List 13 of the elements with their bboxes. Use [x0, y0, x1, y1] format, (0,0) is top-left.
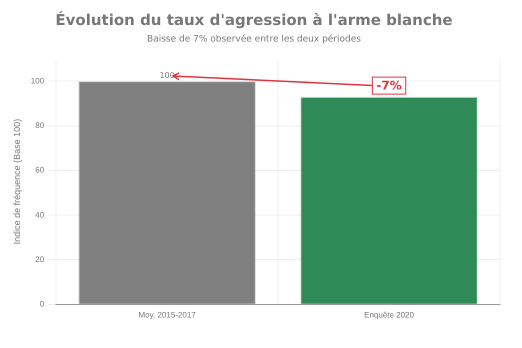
chart-title: Évolution du taux d'agression à l'arme blanche [55, 10, 453, 29]
y-tick-label: 60 [35, 166, 45, 175]
y-tick-label: 20 [35, 254, 45, 264]
y-tick-label: 0 [40, 300, 45, 309]
annotation: -7% [376, 78, 402, 93]
y-tick-label: 80 [35, 120, 45, 130]
y-tick-label: 100 [30, 76, 45, 86]
chart-subtitle: Baisse de 7% observée entre les deux périodes [147, 34, 362, 45]
x-tick-label: Enquête 2020 [364, 310, 414, 320]
data-label: 100 [159, 71, 175, 80]
y-tick-label: 40 [35, 210, 45, 220]
y-axis-title: Indice de fréquence (Base 100) [12, 118, 22, 244]
x-tick-label: Moy. 2015-2017 [138, 310, 196, 320]
